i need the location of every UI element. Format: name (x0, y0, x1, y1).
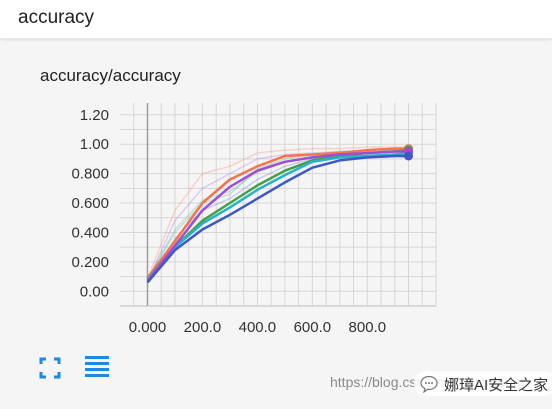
y-tick-label: 0.600 (71, 195, 109, 212)
series-end-dot (404, 151, 414, 161)
brand-badge: 娜璋AI安全之家 (414, 371, 552, 396)
y-tick-label: 0.200 (71, 254, 109, 271)
y-tick-label: 1.20 (80, 107, 109, 124)
y-tick-label: 0.00 (80, 283, 109, 300)
y-tick-label: 1.00 (80, 136, 109, 153)
chat-bubble-icon (420, 375, 438, 393)
series-end-markers (404, 144, 414, 161)
x-tick-label: 600.0 (294, 319, 332, 336)
toggle-data-button[interactable] (83, 352, 111, 380)
smoothed-series-line (146, 154, 409, 284)
y-tick-label: 0.400 (71, 224, 109, 241)
brand-name: 娜璋AI安全之家 (444, 376, 549, 394)
y-axis-ticks: 0.00 0.200 0.400 0.600 0.800 1.00 1.20 (71, 107, 109, 301)
smoothed-series-lines (146, 147, 409, 284)
top-header: accuracy (0, 0, 552, 39)
x-tick-label: 0.000 (129, 319, 167, 336)
fullscreen-button[interactable] (36, 354, 64, 382)
smoothed-series-line (146, 151, 409, 281)
chart-grid (120, 103, 437, 307)
chart-title: accuracy/accuracy (40, 66, 181, 85)
x-tick-label: 200.0 (184, 319, 222, 336)
y-tick-label: 0.800 (71, 166, 109, 183)
plot-area (120, 103, 436, 306)
smoothed-series-line (146, 147, 409, 279)
x-axis-ticks: 0.000 200.0 400.0 600.0 800.0 (129, 319, 386, 336)
x-tick-label: 800.0 (349, 319, 387, 336)
x-tick-label: 400.0 (239, 319, 277, 336)
list-lines-icon (85, 356, 109, 377)
raw-series-line (146, 146, 409, 279)
smoothed-series-line (146, 150, 409, 282)
run-group-title: accuracy (18, 7, 95, 28)
fullscreen-icon (39, 357, 61, 379)
